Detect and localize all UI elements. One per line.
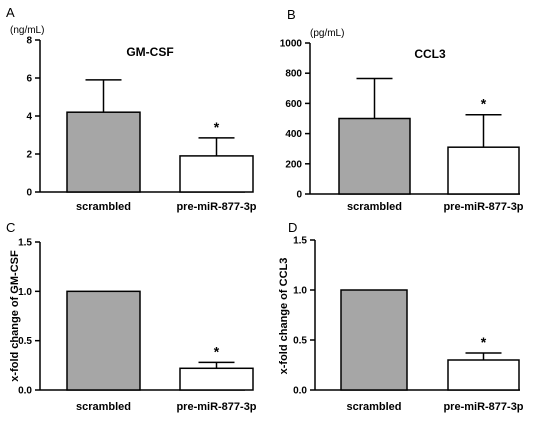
y-tick-label-c-2: 1.0 <box>18 287 32 298</box>
bar-b-0 <box>338 117 411 195</box>
y-tick-label-d-2: 1.0 <box>293 286 307 297</box>
chart-title-a: GM-CSF <box>126 45 173 59</box>
y-tick-label-a-1: 2 <box>26 150 32 161</box>
category-label-d-0: scrambled <box>346 401 401 413</box>
y-tick-label-a-4: 8 <box>26 36 32 47</box>
panel-letter-c: C <box>6 220 15 235</box>
y-tick-label-b-0: 0 <box>296 190 302 201</box>
y-axis-label-c: x-fold change of GM-CSF <box>9 250 21 382</box>
category-label-b-1: pre-miR-877-3p <box>443 201 523 213</box>
panel-letter-b: B <box>287 7 296 22</box>
category-label-a-1: pre-miR-877-3p <box>176 201 256 213</box>
y-axis-label-d: x-fold change of CCL3 <box>278 258 290 375</box>
bar-c-0 <box>66 290 141 391</box>
y-tick-label-c-0: 0.0 <box>18 386 32 397</box>
category-label-c-1: pre-miR-877-3p <box>176 401 256 413</box>
category-label-c-0: scrambled <box>76 401 131 413</box>
category-label-b-0: scrambled <box>347 201 402 213</box>
y-tick-label-b-1: 200 <box>285 159 302 170</box>
panel-letter-d: D <box>288 220 297 235</box>
panel-letter-a: A <box>6 5 15 20</box>
significance-star-d-1: * <box>481 334 487 350</box>
y-tick-label-a-0: 0 <box>26 188 32 199</box>
bar-c-1 <box>179 367 254 391</box>
bar-b-1 <box>447 146 520 195</box>
y-tick-label-a-3: 6 <box>26 74 32 85</box>
significance-star-b-1: * <box>481 96 487 112</box>
chart-title-b: CCL3 <box>414 47 446 61</box>
bar-a-0 <box>66 111 141 193</box>
unit-label-b: (pg/mL) <box>310 28 344 39</box>
significance-star-c-1: * <box>214 343 220 359</box>
y-tick-label-c-3: 1.5 <box>18 238 32 249</box>
bar-d-0 <box>340 289 408 391</box>
y-tick-label-b-5: 1000 <box>280 39 303 50</box>
category-label-d-1: pre-miR-877-3p <box>443 401 523 413</box>
y-tick-label-a-2: 4 <box>26 112 32 123</box>
y-tick-label-d-1: 0.5 <box>293 336 307 347</box>
y-tick-label-d-3: 1.5 <box>293 236 307 247</box>
y-tick-label-d-0: 0.0 <box>293 386 307 397</box>
y-tick-label-b-2: 400 <box>285 129 302 140</box>
unit-label-a: (ng/mL) <box>10 25 44 36</box>
y-tick-label-b-4: 800 <box>285 69 302 80</box>
bar-d-1 <box>447 359 520 391</box>
y-tick-label-c-1: 0.5 <box>18 336 32 347</box>
y-tick-label-b-3: 600 <box>285 99 302 110</box>
significance-star-a-1: * <box>214 119 220 135</box>
category-label-a-0: scrambled <box>76 201 131 213</box>
bar-a-1 <box>179 155 254 193</box>
